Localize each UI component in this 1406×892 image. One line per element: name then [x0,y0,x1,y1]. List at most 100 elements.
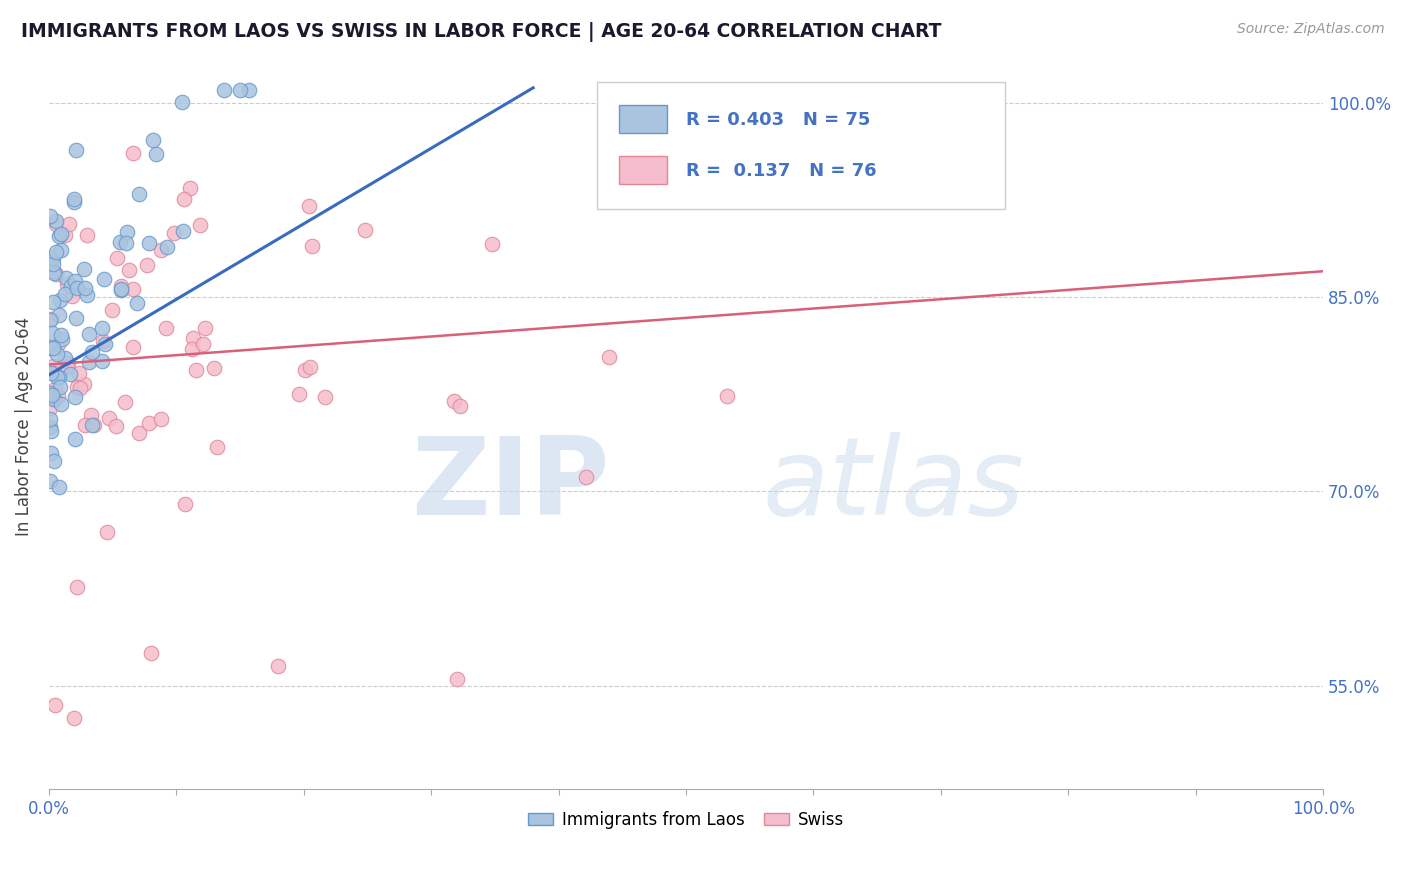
Point [49,227,72,241]
Point [60,289,83,303]
Point [194,320,217,334]
Point [173,192,195,206]
Point [75,281,97,295]
Point [56,277,79,291]
Point [136,258,159,272]
Point [41,264,63,278]
Point [63,711,86,725]
Point [128,425,150,440]
Point [443,393,465,408]
Text: R =  0.137   N = 76: R = 0.137 N = 76 [686,161,877,179]
Point [128,187,150,202]
Point [41,388,63,402]
Point [121,340,143,354]
Point [39,475,62,489]
Point [63,390,86,404]
Point [48,229,70,244]
Point [46,337,69,351]
Point [353,223,375,237]
Point [170,95,193,110]
Text: ZIP: ZIP [411,432,610,538]
Point [39,420,62,434]
Point [184,363,207,377]
Point [267,659,290,673]
Point [294,363,316,377]
Point [44,698,66,712]
Point [41,257,63,271]
Point [149,243,172,257]
Point [150,411,173,425]
Point [481,236,503,251]
Point [94,336,117,351]
Point [314,391,336,405]
Point [117,225,139,239]
Point [598,350,620,364]
Point [39,311,62,326]
Point [56,356,79,370]
Point [298,199,321,213]
Point [73,417,96,432]
Point [90,354,112,368]
Point [42,341,65,355]
Point [191,337,214,351]
Point [110,235,132,249]
Point [69,381,91,395]
Point [127,295,149,310]
Point [45,369,67,384]
Point [97,410,120,425]
Point [42,252,65,266]
Point [163,226,186,240]
Point [188,218,211,232]
Point [62,192,84,206]
Y-axis label: In Labor Force | Age 20-64: In Labor Force | Age 20-64 [15,317,32,536]
Point [73,262,96,277]
Point [39,341,62,355]
Point [51,333,73,347]
Point [49,293,72,307]
Point [141,133,163,147]
Point [174,497,197,511]
Point [65,281,87,295]
Point [80,344,103,359]
Point [53,351,76,366]
Point [44,366,66,380]
Text: R = 0.403   N = 75: R = 0.403 N = 75 [686,111,870,129]
Point [39,385,62,400]
Bar [619,156,666,184]
Point [138,416,160,430]
Point [73,376,96,391]
Point [67,366,90,380]
Point [39,312,62,326]
Point [49,380,72,394]
Point [66,580,89,594]
Point [44,392,66,406]
Point [51,243,73,257]
Point [122,282,145,296]
Point [91,334,114,348]
Point [238,83,260,97]
Legend: Immigrants from Laos, Swiss: Immigrants from Laos, Swiss [522,804,851,835]
Point [105,419,128,434]
Point [66,380,89,394]
Point [181,331,204,345]
Point [288,387,311,401]
Point [39,411,62,425]
Point [51,397,73,411]
Point [41,366,63,380]
Point [53,227,76,242]
Point [45,245,67,260]
Point [449,399,471,413]
Point [48,370,70,384]
Point [42,359,65,373]
Point [91,321,114,335]
Point [139,646,162,660]
Point [42,295,65,310]
Point [44,382,66,396]
Point [298,359,321,374]
Point [49,327,72,342]
Point [76,288,98,302]
Point [93,272,115,286]
Point [205,441,228,455]
Point [48,480,70,494]
Point [60,279,83,293]
